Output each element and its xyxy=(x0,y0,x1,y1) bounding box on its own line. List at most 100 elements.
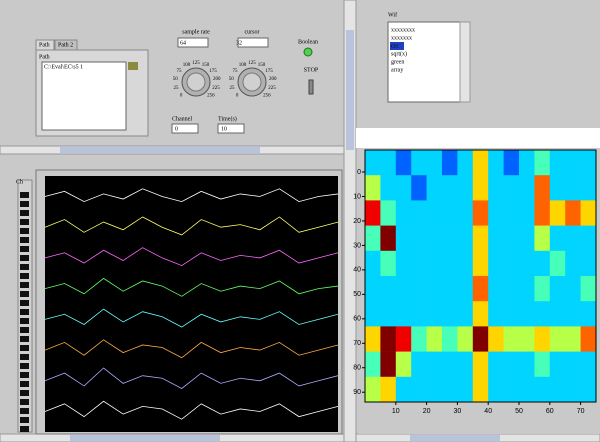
heat-cell xyxy=(473,377,489,403)
list-item[interactable]: array xyxy=(391,67,403,73)
list-item[interactable]: xxxxxxx xyxy=(391,35,412,41)
heat-cell xyxy=(442,352,458,378)
heat-cell xyxy=(396,377,412,403)
list-item[interactable]: sqrt(x) xyxy=(391,50,407,57)
heat-cell xyxy=(442,150,458,176)
knob-scale-label: 256 xyxy=(263,94,271,99)
scroll-thumb[interactable] xyxy=(60,147,260,153)
heat-cell xyxy=(365,226,381,252)
heat-cell xyxy=(550,175,566,201)
numeric-value: 0 xyxy=(175,126,178,132)
listbox-scrollbar[interactable] xyxy=(460,22,470,102)
heat-cell xyxy=(534,377,550,403)
tab-label: Path 2 xyxy=(58,42,73,48)
channel-button xyxy=(20,372,29,378)
heat-cell xyxy=(519,200,535,226)
knob-value: 64 xyxy=(180,40,186,46)
tab-label: Path xyxy=(39,42,50,48)
channel-button xyxy=(20,237,29,243)
heat-cell xyxy=(365,175,381,201)
heat-cell xyxy=(488,276,504,302)
heat-cell xyxy=(504,200,520,226)
heat-cell xyxy=(396,352,412,378)
heat-cell xyxy=(504,226,520,252)
scroll-thumb[interactable] xyxy=(346,30,354,150)
channel-button xyxy=(20,381,29,387)
heat-cell xyxy=(427,251,443,276)
listbox-label: Wif xyxy=(388,11,397,18)
list-item[interactable]: ccc xyxy=(391,43,399,49)
heat-cell xyxy=(534,175,550,201)
heat-cell xyxy=(457,377,473,403)
knob-value: 32 xyxy=(236,40,242,46)
heat-cell xyxy=(365,200,381,226)
heat-cell xyxy=(457,251,473,276)
channel-button xyxy=(20,228,29,234)
heat-cell xyxy=(488,301,504,327)
list-item[interactable]: xxxxxxxx xyxy=(391,27,415,33)
heat-cell xyxy=(427,276,443,302)
channel-button xyxy=(20,399,29,405)
channel-button xyxy=(20,390,29,396)
y-tick-label: 20 xyxy=(353,218,361,225)
heat-cell xyxy=(488,326,504,352)
knob-scale-label: 100 xyxy=(239,63,247,68)
heat-cell xyxy=(534,150,550,176)
screen: Ch PathPath 2PathC:\Eval\EC\s5 1sample r… xyxy=(0,0,600,442)
heat-cell xyxy=(473,276,489,302)
heat-cell xyxy=(396,276,412,302)
heat-cell xyxy=(519,276,535,302)
numeric-label: Channel xyxy=(172,116,192,122)
heat-cell xyxy=(519,251,535,276)
heat-cell xyxy=(519,175,535,201)
heat-cell xyxy=(504,377,520,403)
knob-scale-label: 75 xyxy=(233,69,239,74)
heat-cell xyxy=(504,326,520,352)
heat-cell xyxy=(488,175,504,201)
knob-scale-label: 225 xyxy=(212,86,220,91)
list-item[interactable]: green xyxy=(391,59,404,65)
heat-cell xyxy=(581,200,597,226)
channel-buttons xyxy=(20,192,29,432)
x-tick-label: 40 xyxy=(484,408,492,415)
knob-scale-label: 125 xyxy=(248,61,256,66)
heat-cell xyxy=(581,326,597,352)
heat-cell xyxy=(504,150,520,176)
led-label: Boolean xyxy=(298,39,318,45)
heat-cell xyxy=(581,150,597,176)
heat-cell xyxy=(411,150,427,176)
y-tick-label: 90 xyxy=(353,389,361,396)
heat-cell xyxy=(411,301,427,327)
toggle-switch[interactable] xyxy=(309,80,313,94)
heat-cell xyxy=(473,150,489,176)
heat-cell xyxy=(550,226,566,252)
y-tick-label: 10 xyxy=(353,193,361,200)
heat-cell xyxy=(565,175,581,201)
scroll-thumb[interactable] xyxy=(70,435,220,441)
x-tick-label: 60 xyxy=(546,408,554,415)
heat-cell xyxy=(427,301,443,327)
heat-cell xyxy=(380,326,396,352)
knob-scale-label: 150 xyxy=(202,63,210,68)
heat-cell xyxy=(396,326,412,352)
knob-cap[interactable] xyxy=(243,73,261,91)
heat-cell xyxy=(411,175,427,201)
browse-button[interactable] xyxy=(128,62,138,70)
heat-cell xyxy=(504,352,520,378)
led[interactable] xyxy=(304,48,312,56)
numeric-box[interactable] xyxy=(238,38,268,47)
channel-button xyxy=(20,264,29,270)
path-value: C:\Eval\EC\s5 1 xyxy=(44,64,83,70)
knob-scale-label: 150 xyxy=(258,63,266,68)
scroll-thumb[interactable] xyxy=(410,435,500,441)
knob-cap[interactable] xyxy=(187,73,205,91)
heat-cell xyxy=(565,352,581,378)
heat-cell xyxy=(411,377,427,403)
numeric-value: 10 xyxy=(221,126,227,132)
heat-cell xyxy=(565,150,581,176)
heat-cell xyxy=(457,200,473,226)
channel-button xyxy=(20,282,29,288)
path-box[interactable] xyxy=(42,62,126,130)
heat-cell xyxy=(380,200,396,226)
heat-cell xyxy=(519,326,535,352)
